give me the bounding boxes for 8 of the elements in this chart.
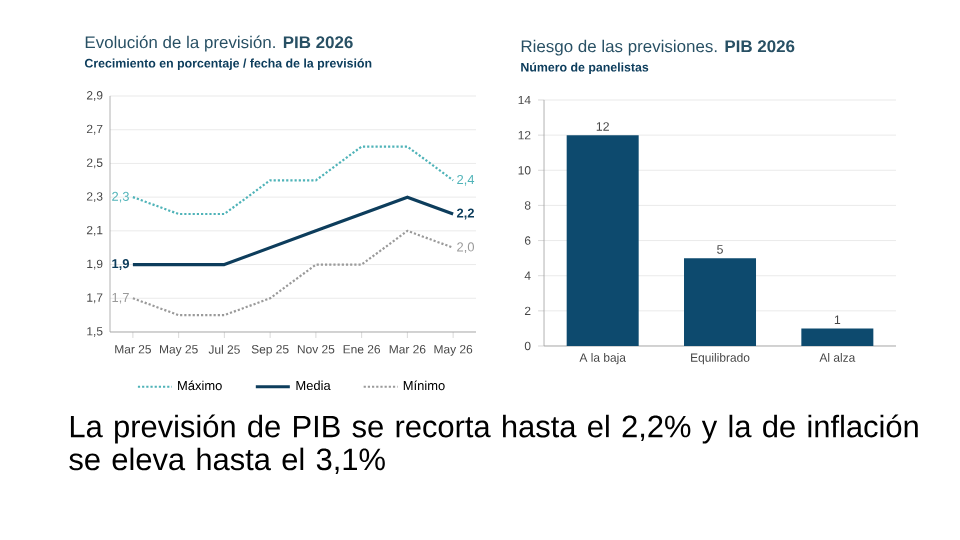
text: La previsión de PIB se recorta hasta el 2,2% y la de inflación se eleva hasta el 3,1% [69,414,918,474]
bar [801,328,874,346]
chart-title: Riesgo de las previsiones. PIB 2026 [521,39,795,56]
bar [684,258,757,346]
chart-title: Evolución de la previsión. PIB 2026 [85,35,353,52]
bar [566,135,639,346]
line-series [131,229,455,317]
line-series [131,145,455,216]
